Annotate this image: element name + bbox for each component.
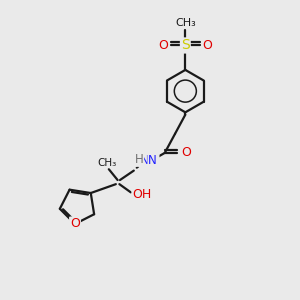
Text: OH: OH [132,188,152,201]
Text: O: O [202,39,212,52]
Text: S: S [181,38,190,52]
Text: CH₃: CH₃ [175,18,196,28]
Text: CH₃: CH₃ [98,158,117,168]
Text: O: O [159,39,169,52]
Text: N: N [148,154,157,167]
Text: O: O [70,218,80,230]
Text: H: H [134,153,143,166]
Text: NH: NH [140,154,158,167]
Text: O: O [181,146,191,159]
